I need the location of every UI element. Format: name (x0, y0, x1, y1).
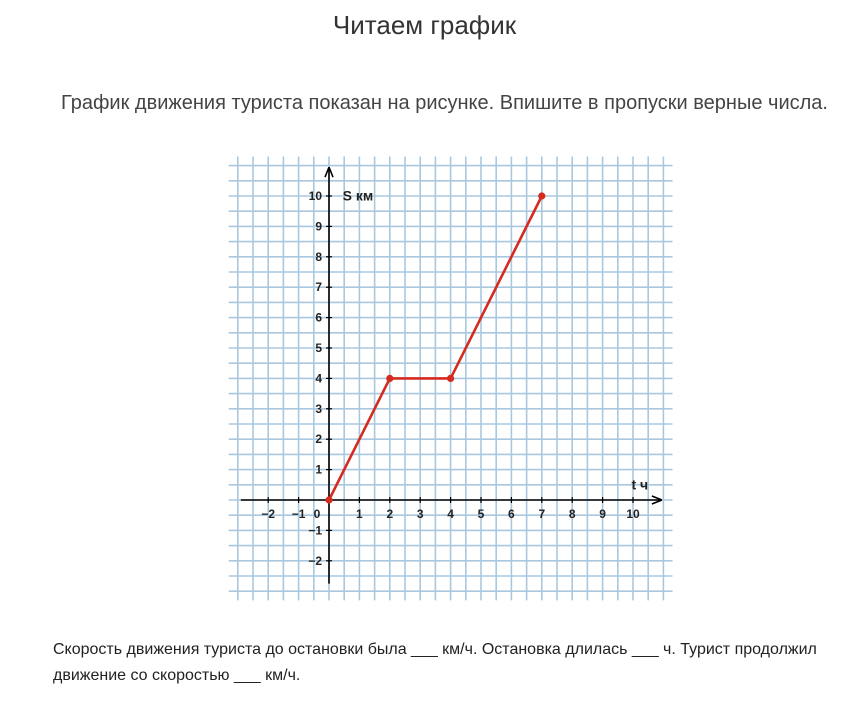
series-line (325, 192, 546, 504)
tick-labels: −2 −1 0 1 2 3 4 5 6 7 8 9 10 −2 −1 1 2 3 4 5 6 7 8 9 10 (261, 189, 640, 568)
x-tick-label: 7 (538, 507, 545, 521)
x-tick-label: 9 (599, 507, 606, 521)
x-tick-label: 0 (314, 507, 321, 521)
y-tick-label: 2 (315, 432, 322, 446)
x-axis-arrow (651, 495, 663, 505)
x-tick-label: 5 (478, 507, 485, 521)
x-tick-label: 1 (356, 507, 363, 521)
y-tick-label: −1 (308, 523, 322, 537)
x-tick-label: 2 (386, 507, 393, 521)
data-point (538, 192, 546, 200)
x-tick-label: −1 (292, 507, 306, 521)
x-tick-label: 3 (417, 507, 424, 521)
y-tick-label: 6 (315, 311, 322, 325)
y-axis-arrow (324, 166, 334, 178)
data-point (447, 374, 455, 382)
x-axis-label: t ч (631, 476, 648, 492)
y-tick-label: 3 (315, 402, 322, 416)
data-point (386, 374, 394, 382)
y-tick-label: −2 (308, 554, 322, 568)
y-tick-label: 10 (309, 189, 323, 203)
y-tick-label: 8 (315, 250, 322, 264)
page-title: Читаем график (332, 10, 517, 40)
y-tick-label: 9 (315, 219, 322, 233)
instructions-text: График движения туриста показан на рисун… (61, 92, 828, 114)
y-axis-label: S км (343, 188, 374, 204)
y-tick-label: 5 (315, 341, 322, 355)
y-tick-label: 1 (315, 463, 322, 477)
question-text: Скорость движения туриста до остановки б… (53, 641, 817, 684)
y-tick-label: 4 (315, 371, 322, 385)
axes (240, 166, 663, 584)
x-tick-label: 4 (447, 507, 454, 521)
x-tick-label: 10 (626, 507, 640, 521)
x-tick-label: 8 (569, 507, 576, 521)
series-path (327, 195, 543, 501)
y-tick-label: 7 (315, 280, 322, 294)
distance-time-chart: −2 −1 0 1 2 3 4 5 6 7 8 9 10 −2 −1 1 2 3 4 5 6 7 8 9 10 S км t ч (228, 156, 673, 601)
data-point (325, 496, 333, 504)
x-tick-label: −2 (261, 507, 275, 521)
x-tick-label: 6 (508, 507, 515, 521)
